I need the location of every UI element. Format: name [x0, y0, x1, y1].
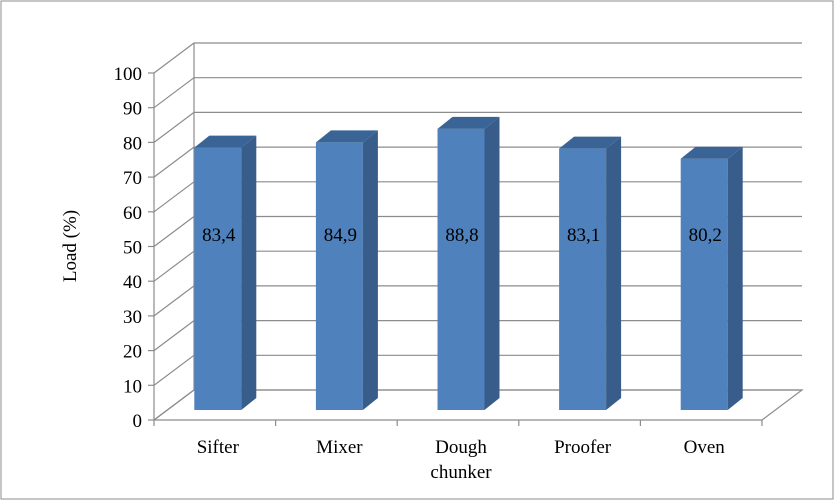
- bar-top: [680, 146, 743, 159]
- y-tick-label: 60: [123, 203, 142, 224]
- x-tick-label-line: Mixer: [316, 437, 363, 458]
- x-tick-label: Mixer: [316, 437, 363, 458]
- x-tick-label-line: Oven: [684, 437, 726, 458]
- bar-top: [194, 135, 257, 148]
- x-tick-label-line: chunker: [430, 462, 492, 483]
- x-tick-label: Sifter: [197, 437, 240, 458]
- data-label: 80,2: [689, 225, 722, 246]
- bar-side: [727, 146, 743, 410]
- bar: [559, 148, 607, 410]
- x-tick-label: Proofer: [554, 437, 612, 458]
- y-tick-label: 40: [123, 272, 142, 293]
- y-axis-title: Load (%): [60, 210, 81, 282]
- data-label: 83,4: [202, 225, 236, 246]
- y-tick-label: 30: [123, 307, 142, 328]
- bar-side: [606, 136, 622, 410]
- bar: [194, 147, 242, 411]
- x-tick-label-line: Proofer: [554, 437, 612, 458]
- data-label: 84,9: [324, 225, 357, 246]
- bar: [315, 142, 363, 410]
- gridline: [153, 111, 802, 143]
- x-tick-label: Oven: [684, 437, 726, 458]
- bars: [194, 116, 743, 411]
- axes: [148, 72, 763, 426]
- bar-top: [559, 136, 622, 149]
- gridline: [153, 42, 802, 74]
- x-tick-label-line: Dough: [435, 437, 487, 458]
- y-tick-label: 80: [123, 133, 142, 154]
- x-tick-label-line: Sifter: [197, 437, 240, 458]
- bar-top: [315, 130, 378, 143]
- bar-side: [241, 135, 257, 411]
- x-tick-label: Dough chunker: [430, 437, 492, 483]
- y-tick-label: 10: [123, 376, 142, 397]
- y-tick-label: 0: [133, 411, 143, 432]
- bar-side: [362, 130, 378, 410]
- data-label: 83,1: [567, 225, 600, 246]
- bar-side: [484, 116, 500, 410]
- gridline: [153, 77, 802, 109]
- y-tick-label: 90: [123, 99, 142, 120]
- labels: 0 10 20 30 40 50 60 70 80 90 100 83,4 Sifter 84,9 Mixe…: [114, 64, 726, 483]
- data-label: 88,8: [445, 225, 478, 246]
- y-tick-label: 100: [114, 64, 143, 85]
- y-tick-label: 70: [123, 168, 142, 189]
- y-tick-label: 50: [123, 238, 142, 259]
- bar: [680, 158, 728, 410]
- bar-top: [437, 116, 500, 129]
- bar: [437, 128, 485, 410]
- y-tick-label: 20: [123, 342, 142, 363]
